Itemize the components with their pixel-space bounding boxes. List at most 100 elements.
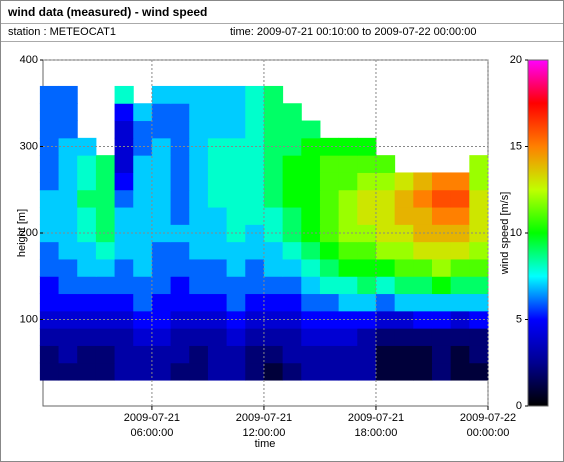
- heat-cell: [245, 207, 265, 225]
- heat-cell: [77, 155, 97, 173]
- heat-cell: [413, 310, 433, 329]
- heat-cell: [338, 207, 358, 225]
- heat-cell: [189, 345, 209, 364]
- heat-cell: [95, 224, 116, 243]
- heat-cell: [58, 328, 78, 346]
- heat-cell: [263, 310, 284, 329]
- heat-cell: [189, 276, 209, 295]
- heat-cell: [133, 207, 153, 225]
- heat-cell: [207, 276, 228, 295]
- heat-cell: [282, 207, 302, 225]
- heat-cell: [151, 172, 172, 191]
- heat-cell: [375, 189, 396, 208]
- heat-cell: [189, 172, 209, 191]
- heat-cell: [319, 207, 340, 225]
- heat-cell: [189, 207, 209, 225]
- heat-cell: [245, 258, 265, 277]
- heat-cell: [431, 345, 452, 364]
- heat-cell: [207, 155, 228, 173]
- heat-cell: [245, 345, 265, 364]
- heat-cell: [151, 241, 172, 260]
- heat-cell: [114, 362, 134, 381]
- heat-cell: [431, 328, 452, 346]
- heat-cell: [133, 241, 153, 260]
- heat-cell: [133, 137, 153, 156]
- subtitle: time: 2009-07-21 00:10:00 to 2009-07-22 …: [230, 26, 476, 38]
- heat-cell: [413, 207, 433, 225]
- heat-cell: [450, 345, 470, 364]
- heat-cell: [170, 85, 190, 104]
- heat-cell: [375, 224, 396, 243]
- y-tick-label: 400: [20, 54, 38, 66]
- heat-cell: [114, 103, 134, 122]
- heat-cell: [431, 241, 452, 260]
- heat-cell: [245, 241, 265, 260]
- heat-cell: [207, 189, 228, 208]
- heat-cell: [58, 362, 78, 381]
- heat-cell: [338, 362, 358, 381]
- heat-cell: [245, 172, 265, 191]
- heat-cell: [189, 293, 209, 312]
- heat-cell: [151, 310, 172, 329]
- heat-cell: [357, 328, 377, 346]
- heat-cell: [189, 310, 209, 329]
- heat-cell: [450, 293, 470, 312]
- heat-cell: [189, 103, 209, 122]
- heat-cell: [39, 310, 60, 329]
- heat-cell: [114, 258, 134, 277]
- heat-cell: [133, 103, 153, 122]
- heat-cell: [245, 189, 265, 208]
- heat-cell: [431, 224, 452, 243]
- heat-cell: [170, 276, 190, 295]
- heat-cell: [357, 224, 377, 243]
- heat-cell: [450, 207, 470, 225]
- heat-cell: [189, 155, 209, 173]
- heat-cell: [58, 207, 78, 225]
- heat-cell: [319, 224, 340, 243]
- heat-cell: [245, 155, 265, 173]
- x-tick-label: 2009-07-21 12:00:00: [236, 412, 292, 439]
- heat-cell: [263, 224, 284, 243]
- heat-cell: [114, 155, 134, 173]
- heat-cell: [394, 362, 414, 381]
- heat-cell: [469, 258, 489, 277]
- heat-cell: [58, 241, 78, 260]
- heat-cell: [450, 276, 470, 295]
- heat-cell: [170, 103, 190, 122]
- heat-cell: [375, 207, 396, 225]
- heat-cell: [151, 120, 172, 139]
- heat-cell: [77, 137, 97, 156]
- colorbar: [527, 59, 549, 407]
- heat-cell: [170, 172, 190, 191]
- heat-cell: [151, 189, 172, 208]
- heat-cell: [58, 120, 78, 139]
- heat-cell: [58, 293, 78, 312]
- heat-cell: [95, 328, 116, 346]
- heat-cell: [263, 207, 284, 225]
- heat-cell: [413, 293, 433, 312]
- heat-cell: [95, 276, 116, 295]
- x-tick-label: 2009-07-21 06:00:00: [124, 412, 180, 439]
- heat-cell: [413, 258, 433, 277]
- heat-cell: [245, 276, 265, 295]
- heat-cell: [375, 155, 396, 173]
- heat-cell: [151, 85, 172, 104]
- heat-cell: [319, 345, 340, 364]
- heat-cell: [282, 328, 302, 346]
- heat-cell: [450, 189, 470, 208]
- heat-cell: [207, 103, 228, 122]
- heat-cell: [413, 224, 433, 243]
- heat-cell: [282, 189, 302, 208]
- heat-cell: [301, 172, 321, 191]
- chart-title: wind data (measured) - wind speed: [7, 5, 207, 19]
- heat-cell: [338, 276, 358, 295]
- heat-cell: [133, 293, 153, 312]
- heat-cell: [301, 293, 321, 312]
- colorbar-tick-label: 0: [516, 400, 522, 412]
- heat-cell: [207, 207, 228, 225]
- heat-cell: [207, 310, 228, 329]
- heat-cell: [338, 345, 358, 364]
- heat-cell: [375, 345, 396, 364]
- heat-cell: [301, 120, 321, 139]
- heat-cell: [39, 189, 60, 208]
